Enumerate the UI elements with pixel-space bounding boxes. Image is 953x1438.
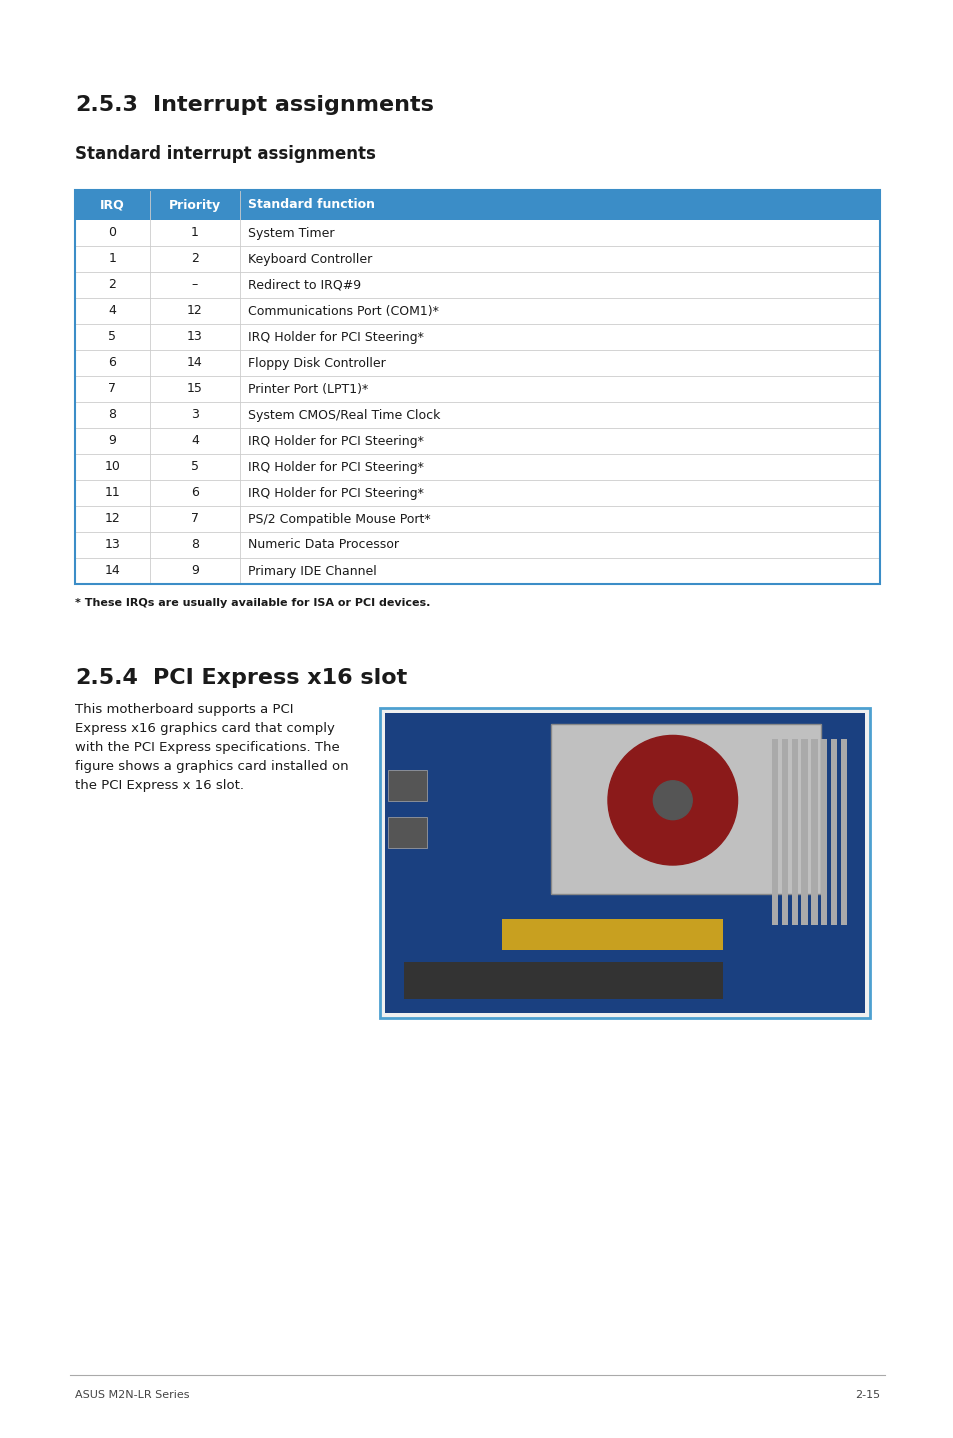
Text: 10: 10 [105,460,120,473]
Text: 1: 1 [109,253,116,266]
Bar [830,739,837,925]
Bar [75,429,879,454]
Text: IRQ: IRQ [100,198,125,211]
Text: System CMOS/Real Time Clock: System CMOS/Real Time Clock [248,408,440,421]
Bar [75,190,879,584]
Text: 14: 14 [187,357,203,370]
Text: 11: 11 [105,486,120,499]
Bar [801,739,807,925]
Bar [388,769,427,801]
Text: 3: 3 [191,408,199,421]
Bar [404,962,722,999]
Text: IRQ Holder for PCI Steering*: IRQ Holder for PCI Steering* [248,460,423,473]
Text: PS/2 Compatible Mouse Port*: PS/2 Compatible Mouse Port* [248,512,430,525]
Bar [75,403,879,429]
Text: 7: 7 [191,512,199,525]
Bar [385,713,864,1012]
Text: –: – [192,279,198,292]
Text: Floppy Disk Controller: Floppy Disk Controller [248,357,385,370]
Text: PCI Express x16 slot: PCI Express x16 slot [152,669,407,687]
Bar [840,739,846,925]
Text: Priority: Priority [169,198,221,211]
Text: 2.5.3: 2.5.3 [75,95,138,115]
Bar [75,454,879,480]
Bar [502,919,722,951]
Bar [75,506,879,532]
Text: Numeric Data Processor: Numeric Data Processor [248,538,398,552]
Text: System Timer: System Timer [248,227,335,240]
Text: 4: 4 [109,305,116,318]
Text: 2: 2 [109,279,116,292]
Text: 2: 2 [191,253,199,266]
Text: 6: 6 [109,357,116,370]
Bar [551,723,821,894]
Text: Keyboard Controller: Keyboard Controller [248,253,372,266]
Text: IRQ Holder for PCI Steering*: IRQ Holder for PCI Steering* [248,486,423,499]
Text: * These IRQs are usually available for ISA or PCI devices.: * These IRQs are usually available for I… [75,598,430,608]
Text: 9: 9 [191,565,199,578]
Bar [75,375,879,403]
Text: 6: 6 [191,486,199,499]
Bar [75,480,879,506]
Text: ASUS M2N-LR Series: ASUS M2N-LR Series [75,1391,190,1401]
Text: Standard interrupt assignments: Standard interrupt assignments [75,145,375,162]
Text: 0: 0 [109,227,116,240]
Text: IRQ Holder for PCI Steering*: IRQ Holder for PCI Steering* [248,331,423,344]
Text: 2-15: 2-15 [854,1391,879,1401]
Text: 14: 14 [105,565,120,578]
Text: 9: 9 [109,434,116,447]
Text: 8: 8 [109,408,116,421]
Bar [75,532,879,558]
Text: 8: 8 [191,538,199,552]
Text: 2.5.4: 2.5.4 [75,669,138,687]
Text: 5: 5 [109,331,116,344]
Bar [781,739,787,925]
Bar [75,349,879,375]
Text: Interrupt assignments: Interrupt assignments [152,95,434,115]
Bar [771,739,778,925]
Text: 1: 1 [191,227,199,240]
Bar [75,220,879,246]
Bar [810,739,817,925]
Text: Printer Port (LPT1)*: Printer Port (LPT1)* [248,383,368,395]
Text: 4: 4 [191,434,199,447]
Bar [75,324,879,349]
Text: Redirect to IRQ#9: Redirect to IRQ#9 [248,279,361,292]
Text: This motherboard supports a PCI
Express x16 graphics card that comply
with the P: This motherboard supports a PCI Express … [75,703,348,792]
Text: 5: 5 [191,460,199,473]
Circle shape [653,781,692,820]
Bar [821,739,826,925]
Circle shape [607,735,737,866]
Text: 15: 15 [187,383,203,395]
Bar [75,558,879,584]
Bar [75,298,879,324]
Bar [75,246,879,272]
Text: Communications Port (COM1)*: Communications Port (COM1)* [248,305,438,318]
Bar [75,272,879,298]
Bar [75,190,879,220]
Text: Standard function: Standard function [248,198,375,211]
Bar [388,817,427,847]
Text: Primary IDE Channel: Primary IDE Channel [248,565,376,578]
Text: IRQ Holder for PCI Steering*: IRQ Holder for PCI Steering* [248,434,423,447]
Text: 12: 12 [187,305,203,318]
Text: 13: 13 [187,331,203,344]
Text: 13: 13 [105,538,120,552]
Text: 12: 12 [105,512,120,525]
Bar [791,739,797,925]
Bar [379,707,869,1018]
Text: 7: 7 [109,383,116,395]
